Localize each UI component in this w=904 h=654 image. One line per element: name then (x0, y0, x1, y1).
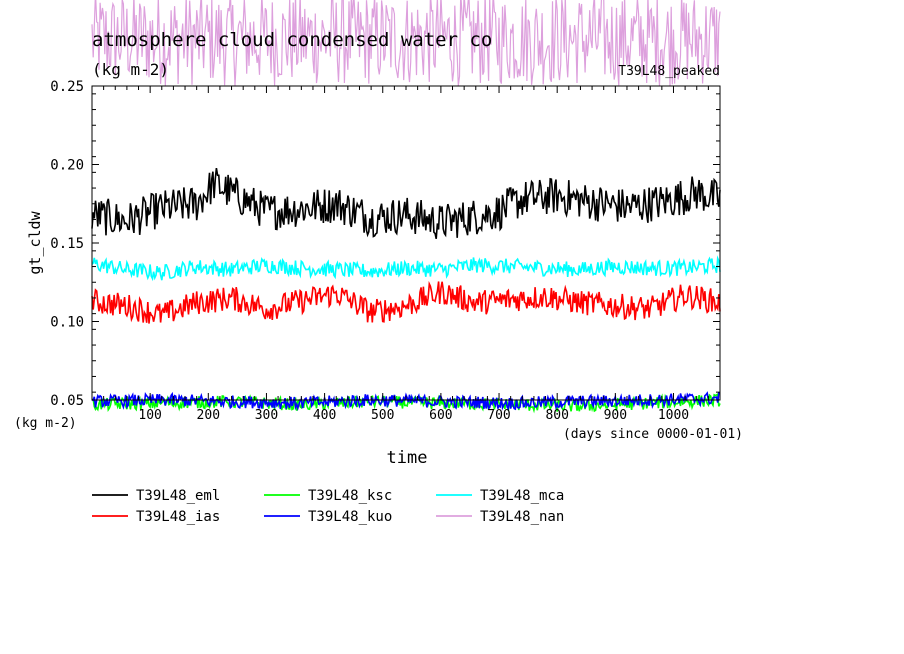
x-tick-label: 100 (138, 408, 161, 423)
legend: T39L48_eml T39L48_ksc T39L48_mca T39L48_ias… (92, 488, 564, 525)
legend-label: T39L48_eml (136, 488, 220, 504)
x-tick-label: 200 (197, 408, 220, 423)
series-line-t39l48-ias (91, 280, 721, 324)
legend-label: T39L48_mca (480, 488, 564, 504)
legend-label: T39L48_ksc (308, 488, 392, 504)
y-tick-label: 0.05 (50, 393, 84, 409)
legend-label: T39L48_kuo (308, 509, 392, 525)
series-line-t39l48-nan (91, 0, 721, 86)
y-axis-units: (kg m-2) (14, 416, 77, 431)
legend-label: T39L48_ias (136, 509, 220, 525)
series-line-t39l48-kuo (91, 391, 721, 412)
series-layer (91, 0, 721, 414)
title-units: (kg m-2) (92, 60, 169, 79)
x-tick-label: 300 (255, 408, 278, 423)
x-tick-label: 400 (313, 408, 336, 423)
x-tick-label: 700 (487, 408, 510, 423)
x-tick-label: 600 (429, 408, 452, 423)
x-tick-label: 1000 (658, 408, 689, 423)
y-axis-label: gt_cldw (26, 210, 44, 274)
x-axis-label: time (387, 448, 428, 468)
x-tick-label: 500 (371, 408, 394, 423)
x-tick-label: 800 (545, 408, 568, 423)
legend-label: T39L48_nan (480, 509, 564, 525)
tick-layer: 0.05 0.10 0.15 0.20 0.25 100 200 300 400 500 600 70… (50, 79, 720, 423)
series-line-t39l48-eml (91, 167, 721, 239)
run-label: T39L48_peaked (618, 64, 720, 79)
y-tick-label: 0.15 (50, 236, 84, 252)
y-tick-label: 0.10 (50, 315, 84, 331)
series-line-t39l48-mca (91, 255, 721, 282)
x-tick-label: 900 (604, 408, 627, 423)
y-tick-label: 0.20 (50, 158, 84, 174)
chart-title: atmosphere cloud condensed water co (92, 29, 492, 51)
y-tick-label: 0.25 (50, 79, 84, 95)
x-axis-units: (days since 0000-01-01) (563, 427, 743, 442)
plot-frame (91, 85, 721, 401)
